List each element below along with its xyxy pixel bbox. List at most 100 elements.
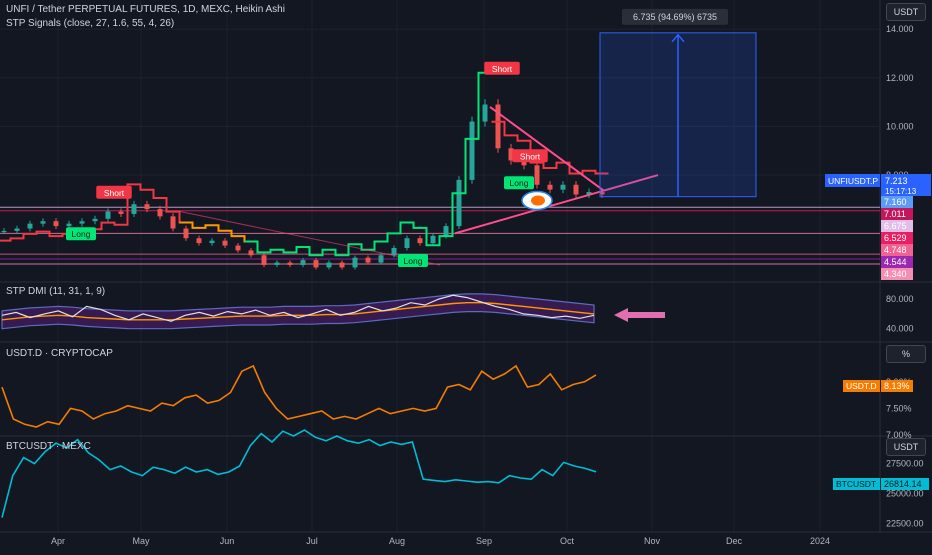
usdtd-tick-label: 7.50%	[886, 403, 912, 413]
candle-body	[482, 104, 488, 122]
btc-line	[1, 429, 597, 518]
candle-body	[92, 218, 98, 222]
indicator-title: STP Signals (close, 27, 1.6, 55, 4, 26)	[6, 18, 175, 29]
short-signal-label: Short	[104, 188, 125, 198]
candle-body	[27, 223, 33, 229]
btc-unit-button[interactable]: USDT	[886, 438, 926, 456]
time-axis-label: Oct	[560, 536, 575, 546]
candle-body	[573, 184, 579, 195]
long-signal-badge	[504, 176, 534, 190]
candle-body	[443, 226, 449, 236]
candle-body	[287, 262, 293, 265]
last-price-box	[881, 174, 931, 196]
short-signal-badge	[512, 149, 548, 163]
price-level-box	[881, 220, 913, 232]
price-level-box	[881, 268, 913, 280]
measure-arrow-head	[671, 33, 685, 43]
btc-tick-label: 27500.00	[886, 459, 924, 469]
price-level-value: 4.340	[884, 269, 907, 279]
last-price-symbol: UNFIUSDT.P	[828, 176, 878, 186]
time-axis-label: Nov	[644, 536, 661, 546]
candle-body	[300, 260, 306, 265]
btc-value-box	[881, 478, 929, 490]
price-level-box	[881, 232, 913, 244]
long-signal-label: Long	[404, 256, 423, 266]
left-arrow-icon	[614, 308, 665, 322]
usdtd-symbol-label: USDT.D	[846, 381, 877, 391]
price-level-box	[881, 256, 913, 268]
candle-body	[144, 204, 150, 210]
stop-line-bear	[491, 120, 609, 175]
time-axis-label: May	[132, 536, 150, 546]
candle-body	[248, 250, 254, 256]
candle-body	[14, 228, 20, 231]
stop-line-transition	[179, 221, 258, 243]
usdtd-tick-label: 7.00%	[886, 430, 912, 440]
btc-tick-label: 25000.00	[886, 489, 924, 499]
time-axis-label: Dec	[726, 536, 743, 546]
long-signal-label: Long	[72, 229, 91, 239]
dmi-tick-label: 80.000	[886, 294, 914, 304]
trendline-down	[179, 211, 441, 266]
candle-body	[430, 235, 436, 244]
last-price-value: 7.213	[885, 176, 908, 186]
price-level-value: 7.160	[884, 197, 907, 207]
time-axis-label: 2024	[810, 536, 830, 546]
last-price-symbol-box	[825, 174, 880, 187]
candle-body	[313, 260, 319, 268]
long-signal-badge	[66, 227, 96, 241]
time-axis-label: Jul	[306, 536, 318, 546]
candle-body	[131, 204, 137, 214]
stop-line-bull	[244, 71, 492, 257]
dmi-main-line	[1, 294, 595, 322]
candle-body	[118, 211, 124, 214]
time-axis-label: Sep	[476, 536, 492, 546]
symbol-title: UNFI / Tether PERPETUAL FUTURES, 1D, MEX…	[6, 4, 285, 15]
price-level-value: 6.675	[884, 221, 907, 231]
candle-body	[183, 228, 189, 239]
usdtd-title: USDT.D · CRYPTOCAP	[6, 348, 113, 359]
price-tick-label: 10.000	[886, 121, 914, 131]
usdtd-symbol-box	[843, 380, 880, 392]
candle-body	[235, 245, 241, 251]
candle-body	[157, 209, 163, 217]
candle-body	[521, 160, 527, 166]
usdtd-value-box	[881, 380, 913, 392]
candle-body	[599, 192, 605, 195]
candle-body	[586, 192, 592, 195]
candle-body	[469, 121, 475, 180]
short-signal-badge	[96, 185, 132, 199]
candle-body	[326, 262, 332, 268]
countdown-timer: 15:17:13	[885, 187, 917, 196]
candle-body	[417, 238, 423, 244]
candle-body	[404, 238, 410, 248]
price-level-box	[881, 244, 913, 256]
price-tick-label: 14.000	[886, 24, 914, 34]
price-tick-label: 12.000	[886, 73, 914, 83]
candle-body	[352, 257, 358, 268]
short-signal-label: Short	[520, 151, 541, 161]
trendline-upper	[489, 106, 605, 192]
usdtd-unit-button[interactable]: %	[886, 345, 926, 363]
btc-tick-label: 22500.00	[886, 519, 924, 529]
measure-label-box	[622, 8, 728, 25]
time-axis-label: Aug	[389, 536, 405, 546]
candle-body	[222, 240, 228, 246]
short-signal-label: Short	[492, 64, 513, 74]
candle-body	[560, 184, 566, 190]
candle-body	[378, 255, 384, 263]
candle-body	[508, 148, 514, 161]
long-signal-label: Long	[510, 178, 529, 188]
currency-button[interactable]: USDT	[886, 3, 926, 21]
btc-symbol-box	[833, 478, 880, 490]
candle-body	[456, 179, 462, 227]
candle-body	[339, 262, 345, 268]
long-signal-badge	[398, 253, 428, 267]
btc-symbol-label: BTCUSDT	[836, 479, 876, 489]
candle-body	[391, 247, 397, 256]
time-axis-label: Jun	[220, 536, 235, 546]
price-level-box	[881, 208, 913, 220]
candle-body	[365, 257, 371, 263]
measure-label: 6.735 (94.69%) 6735	[633, 12, 717, 22]
